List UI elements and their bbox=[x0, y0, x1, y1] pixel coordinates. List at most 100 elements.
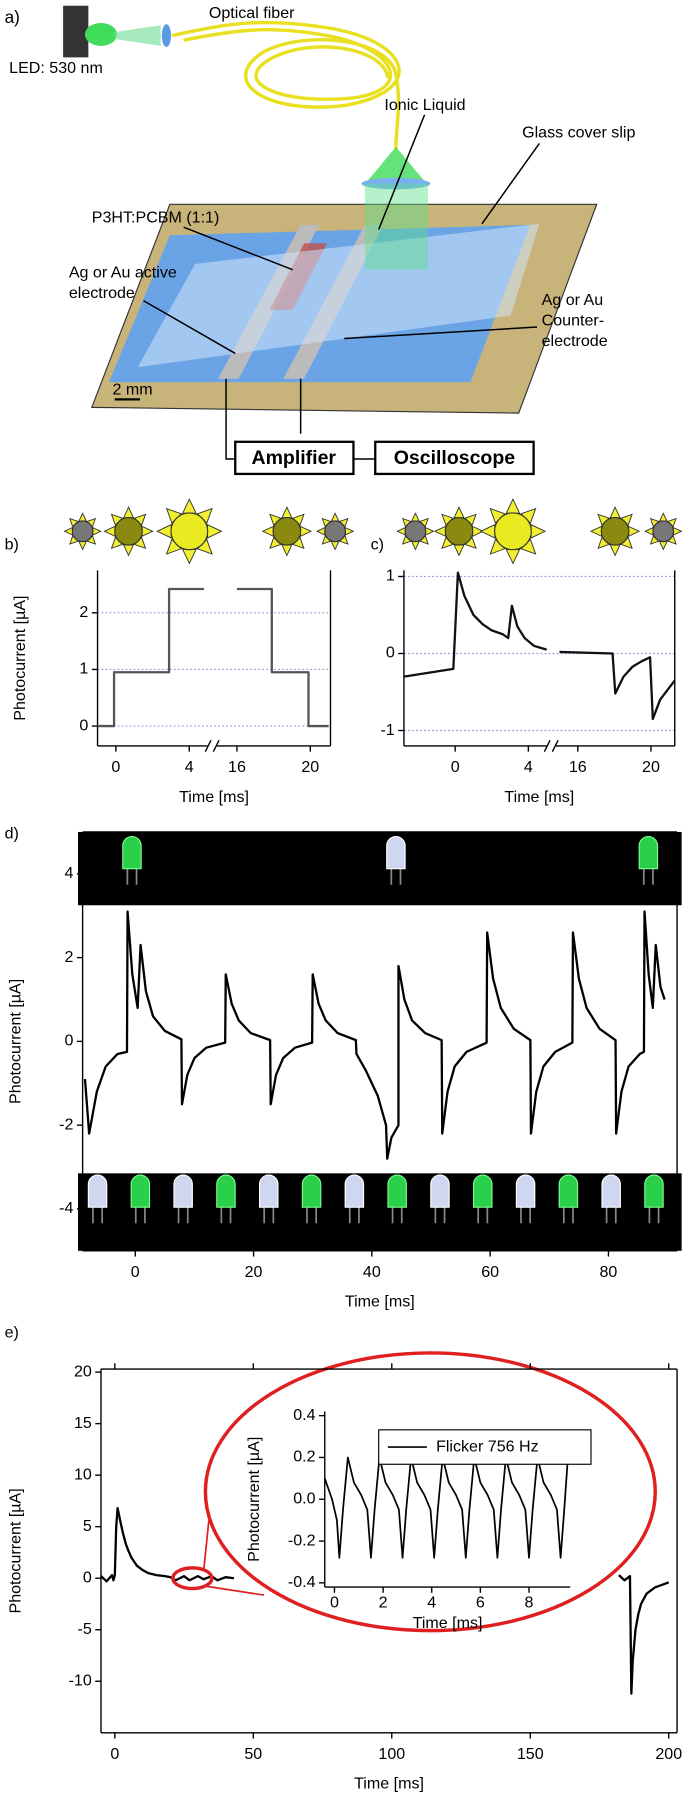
y-axis-label: Photocurrent [µA] bbox=[6, 1488, 24, 1613]
sun-ray bbox=[181, 548, 197, 565]
x-tick-label: 0 bbox=[131, 1263, 140, 1281]
sun bbox=[71, 520, 94, 543]
cover-slip bbox=[137, 223, 540, 368]
y-tick-label: 0 bbox=[79, 716, 88, 734]
led bbox=[644, 1174, 664, 1208]
label: LED: 530 nm bbox=[9, 59, 103, 77]
x-tick-label: 20 bbox=[642, 758, 660, 776]
sun bbox=[404, 520, 427, 543]
y-tick-label: 0.0 bbox=[293, 1490, 315, 1508]
sun-ray bbox=[453, 506, 465, 519]
y-tick-label: 4 bbox=[65, 864, 74, 882]
y-tick-label: -5 bbox=[78, 1620, 92, 1638]
y-axis-label: Photocurrent [µA] bbox=[11, 596, 29, 721]
y-tick-label: 0 bbox=[65, 1032, 74, 1050]
label: Glass cover slip bbox=[522, 123, 635, 141]
axis-break bbox=[212, 739, 220, 752]
sun-ray bbox=[609, 544, 621, 557]
sun-ray bbox=[299, 525, 313, 537]
sun bbox=[600, 516, 630, 546]
x-tick-label: 50 bbox=[244, 1745, 262, 1763]
axis-break bbox=[207, 741, 217, 751]
amplifier-box bbox=[234, 440, 355, 476]
oscilloscope-box bbox=[374, 440, 535, 476]
y-tick-label: 2 bbox=[79, 603, 88, 621]
light-beam bbox=[114, 25, 161, 46]
y-tick-label: 10 bbox=[74, 1465, 92, 1483]
sun-ray bbox=[505, 548, 521, 565]
axis-break bbox=[546, 741, 556, 751]
x-tick-label: 6 bbox=[476, 1593, 485, 1611]
y-tick-label: -0.4 bbox=[288, 1573, 316, 1591]
sun-ray bbox=[479, 523, 496, 539]
x-tick-label: 20 bbox=[301, 758, 319, 776]
sun-ray bbox=[505, 498, 521, 514]
label: 2 mm bbox=[112, 380, 152, 398]
label: Ionic Liquid bbox=[384, 96, 465, 114]
sun-ray bbox=[181, 498, 197, 514]
led bbox=[515, 1174, 536, 1208]
sun bbox=[494, 512, 532, 551]
y-tick-label: 0.4 bbox=[293, 1406, 315, 1424]
panel-label: c) bbox=[371, 535, 384, 553]
x-axis-label: Time [ms] bbox=[413, 1614, 483, 1632]
sun-ray bbox=[396, 526, 406, 536]
sun-ray bbox=[658, 512, 668, 522]
sun-ray bbox=[92, 526, 102, 536]
sun-ray bbox=[644, 526, 654, 536]
sun bbox=[114, 516, 143, 546]
sun-ray bbox=[63, 526, 73, 536]
led bbox=[638, 835, 659, 870]
sun-ray bbox=[103, 525, 116, 537]
sun-ray bbox=[78, 541, 88, 551]
label: Ag or Au active bbox=[69, 263, 177, 281]
label: P3HT:PCBM (1:1) bbox=[92, 208, 220, 226]
led bbox=[259, 1174, 279, 1208]
fiber bbox=[171, 20, 401, 150]
y-tick-label: -4 bbox=[59, 1199, 73, 1217]
y-tick-label: -10 bbox=[69, 1672, 92, 1690]
y-tick-label: -1 bbox=[380, 721, 394, 739]
sun-ray bbox=[78, 512, 88, 522]
led bbox=[558, 1174, 579, 1208]
y-tick-label: 1 bbox=[79, 660, 88, 678]
led-mount bbox=[63, 5, 89, 58]
data-line bbox=[97, 587, 329, 728]
axis-break bbox=[551, 739, 559, 752]
x-tick-label: 4 bbox=[427, 1593, 436, 1611]
label: Counter- bbox=[542, 312, 604, 330]
sun bbox=[444, 516, 474, 546]
panel-label: a) bbox=[5, 7, 20, 27]
led bbox=[87, 1174, 108, 1208]
sun-ray bbox=[530, 523, 547, 539]
sun-ray bbox=[344, 526, 355, 536]
led bbox=[122, 835, 142, 870]
x-axis-label: Time [ms] bbox=[345, 1293, 415, 1311]
x-tick-label: 80 bbox=[600, 1263, 618, 1281]
y-tick-label: 20 bbox=[74, 1362, 92, 1380]
x-axis-label: Time [ms] bbox=[354, 1775, 424, 1793]
x-tick-label: 8 bbox=[525, 1593, 534, 1611]
sun-ray bbox=[411, 512, 420, 522]
x-tick-label: 4 bbox=[185, 758, 194, 776]
y-tick-label: 5 bbox=[83, 1517, 92, 1535]
axis-break bbox=[543, 739, 551, 752]
led bbox=[430, 1174, 450, 1208]
sun-ray bbox=[330, 541, 340, 551]
sun-ray bbox=[261, 525, 274, 537]
light-column bbox=[364, 183, 429, 270]
x-tick-label: 100 bbox=[378, 1745, 405, 1763]
x-tick-label: 60 bbox=[481, 1263, 499, 1281]
sun-ray bbox=[425, 526, 435, 536]
setup-diagram: a) Optical fiber LED: 530 nm Ionic Liqui… bbox=[5, 4, 635, 476]
sun-ray bbox=[673, 526, 683, 536]
chart: -1 0 1 0 4 16 20 Time [ms] c) bbox=[371, 535, 676, 806]
led bbox=[301, 1174, 322, 1208]
label: Optical fiber bbox=[209, 4, 295, 22]
objective bbox=[361, 177, 431, 190]
y-tick-label: 0 bbox=[83, 1568, 92, 1586]
light-cone bbox=[367, 146, 425, 182]
